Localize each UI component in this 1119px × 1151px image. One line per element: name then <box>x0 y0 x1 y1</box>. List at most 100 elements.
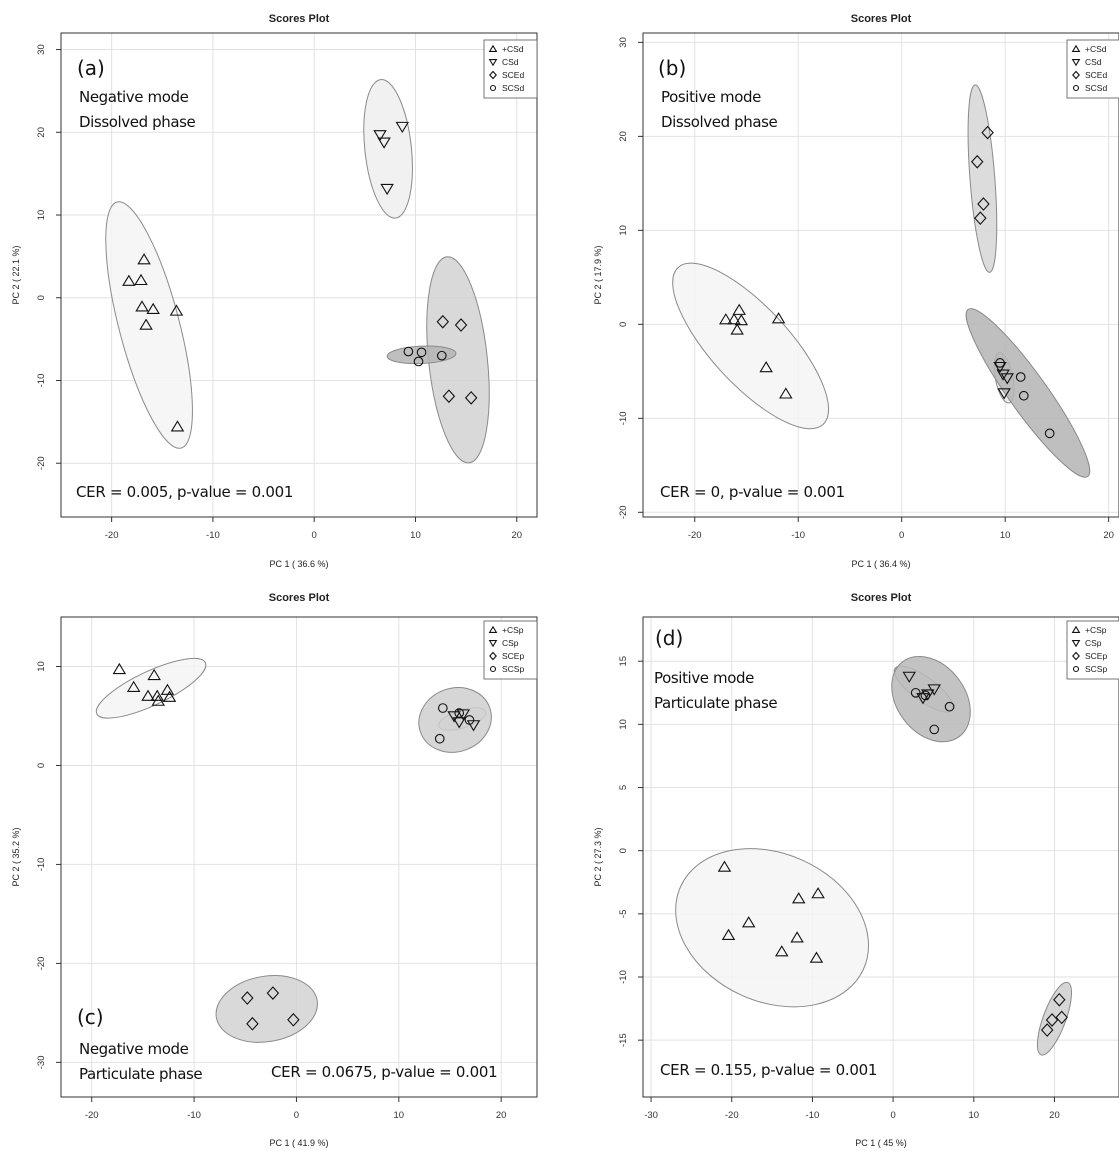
data-point-plus-CSp <box>112 662 127 675</box>
data-point-SCSd <box>995 358 1005 368</box>
data-point-plus-CSd <box>134 273 148 286</box>
legend-label: CSd <box>1085 57 1102 67</box>
y-tick-label: -20 <box>36 957 47 971</box>
y-tick-label: -20 <box>618 505 629 519</box>
legend-label: SCSd <box>1085 83 1107 93</box>
x-axis-title: PC 1 ( 45 %) <box>855 1138 907 1148</box>
data-point-SCSd <box>403 346 414 357</box>
x-axis-title: PC 1 ( 41.9 %) <box>269 1138 328 1148</box>
legend: +CSp CSp SCEp SCSp <box>1066 620 1119 680</box>
data-point-plus-CSd <box>137 253 151 265</box>
legend-marker-SCEd <box>1072 70 1080 80</box>
y-axis-title: PC 2 ( 35.2 %) <box>11 827 21 886</box>
legend-label: SCSd <box>502 83 524 93</box>
data-point-SCEp <box>1053 992 1066 1007</box>
data-point-SCSd <box>413 356 424 367</box>
y-tick-label: -10 <box>36 858 47 872</box>
x-tick-label: 10 <box>394 1110 405 1121</box>
panel-title: Scores Plot <box>851 592 912 604</box>
panel-letter: (c) <box>77 1005 104 1029</box>
data-point-plus-CSp <box>721 928 736 940</box>
data-point-plus-CSd <box>139 318 153 330</box>
y-tick-label: 10 <box>618 225 629 236</box>
x-tick-label: -30 <box>644 1110 658 1121</box>
legend-marker-SCEp <box>1072 651 1080 661</box>
data-point-plus-CSd <box>135 300 149 312</box>
confidence-ellipse-SCSd <box>965 308 1091 478</box>
legend-label: SCSp <box>502 664 524 674</box>
data-point-SCSd <box>1044 428 1055 439</box>
data-point-SCEd <box>974 211 987 226</box>
data-point-CSd <box>373 130 387 142</box>
confidence-ellipse-plus-CSd <box>672 262 830 430</box>
data-point-CSd <box>395 121 410 134</box>
data-point-CSd <box>1000 373 1014 385</box>
panel-letter: (a) <box>77 56 105 80</box>
legend-marker-plus-CSp <box>1071 625 1081 633</box>
data-point-SCEp <box>246 1016 259 1031</box>
panel-note-line: Negative mode <box>79 1040 189 1058</box>
data-point-plus-CSd <box>759 361 773 373</box>
legend-marker-plus-CSd <box>1071 44 1081 52</box>
y-tick-label: -10 <box>36 374 47 388</box>
y-tick-label: 10 <box>36 661 47 672</box>
legend-label: +CSp <box>1085 625 1107 635</box>
data-point-plus-CSd <box>122 274 136 286</box>
confidence-ellipse-SCSp <box>891 655 971 743</box>
legend-label: SCEd <box>502 70 524 80</box>
plot-frame <box>60 616 538 1098</box>
data-point-SCEd <box>977 197 990 211</box>
data-point-plus-CSp <box>162 690 177 702</box>
legend-label: SCEp <box>1085 651 1107 661</box>
confidence-ellipse-CSd <box>363 79 413 219</box>
data-point-plus-CSp <box>150 689 164 701</box>
plot-frame <box>642 616 1119 1098</box>
legend-marker-SCEp <box>489 651 497 661</box>
data-point-plus-CSp <box>126 680 141 692</box>
legend-box <box>1066 620 1119 680</box>
panel-title: Scores Plot <box>851 13 912 25</box>
legend-marker-plus-CSd <box>488 44 498 52</box>
data-point-CSp <box>927 684 941 696</box>
legend-label: CSp <box>1085 638 1102 648</box>
x-tick-label: 20 <box>511 530 522 541</box>
x-tick-label: 0 <box>294 1110 299 1121</box>
data-point-SCSd <box>436 350 447 361</box>
x-tick-label: 20 <box>1103 530 1114 541</box>
legend: +CSd CSd SCEd SCSd <box>483 39 538 99</box>
legend-marker-CSp <box>488 640 498 648</box>
data-point-CSp <box>456 709 471 721</box>
data-point-plus-CSd <box>730 323 744 335</box>
cer-annotation: CER = 0.155, p-value = 0.001 <box>660 1061 877 1079</box>
x-tick-label: -20 <box>105 530 119 541</box>
legend-label: CSd <box>502 57 519 67</box>
x-tick-label: 0 <box>312 530 317 541</box>
panel-title: Scores Plot <box>269 592 330 604</box>
y-tick-label: -10 <box>618 411 629 425</box>
data-point-SCSp <box>437 703 448 713</box>
confidence-ellipse-SCEp <box>1036 981 1072 1056</box>
legend-marker-CSd <box>488 59 498 67</box>
legend-label: SCEd <box>1085 70 1107 80</box>
data-point-SCSp <box>910 687 921 698</box>
x-tick-label: 0 <box>890 1110 895 1121</box>
legend-label: SCSp <box>1085 664 1107 674</box>
legend-marker-plus-CSp <box>488 625 498 633</box>
panel-note-line: Dissolved phase <box>661 113 778 131</box>
legend-marker-SCSd <box>489 84 497 92</box>
x-tick-label: -20 <box>688 530 702 541</box>
y-axis-title: PC 2 ( 22.1 %) <box>11 245 21 304</box>
x-axis-title: PC 1 ( 36.4 %) <box>851 559 910 569</box>
y-tick-label: 20 <box>618 131 629 142</box>
data-point-SCEd <box>970 154 984 169</box>
plot-frame <box>642 32 1119 518</box>
data-point-CSd <box>993 361 1007 374</box>
data-point-plus-CSd <box>732 303 746 315</box>
y-tick-label: 30 <box>36 44 47 55</box>
scores-plot-panel-2: -20 -10 0 10 20 -20 -10 0 10 20 30 Scores Plot PC 1 … <box>593 13 1119 569</box>
data-point-SCSp <box>920 690 931 701</box>
y-tick-label: 0 <box>36 763 47 768</box>
data-point-plus-CSp <box>141 689 155 701</box>
panel-note-line: Particulate phase <box>79 1065 202 1083</box>
data-point-SCSd <box>1015 372 1026 382</box>
